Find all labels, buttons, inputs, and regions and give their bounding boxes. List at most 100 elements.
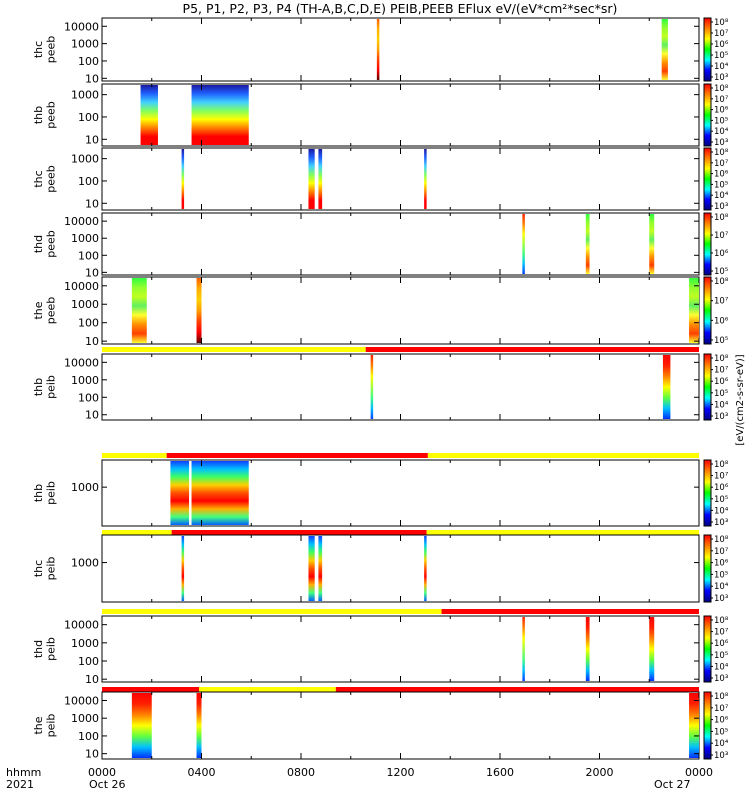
data-burst <box>661 19 668 80</box>
colorbar-tick-label: 10⁸ <box>714 213 729 223</box>
panel-frame <box>101 353 700 421</box>
data-burst <box>689 278 699 343</box>
data-burst <box>181 149 185 209</box>
colorbar-tick-label: 10⁵ <box>714 51 728 61</box>
colorbar-tick-label: 10⁵ <box>714 180 728 190</box>
colorbar-tick-label: 10⁸ <box>714 148 729 158</box>
colorbar-tick-label: 10⁵ <box>714 495 728 505</box>
colorbar-ramp <box>703 615 712 683</box>
colorbar-tick-label: 10⁷ <box>714 366 729 376</box>
colorbar-tick-label: 10⁶ <box>714 40 729 50</box>
colorbar-tick-label: 10⁵ <box>714 116 728 126</box>
colorbar-tick-label: 10³ <box>714 138 728 148</box>
data-burst <box>140 85 158 145</box>
y-tick-label: 10 <box>85 748 99 761</box>
y-tick-label: 1000 <box>71 153 99 166</box>
year-row-label: 2021 <box>6 778 34 791</box>
panel-thd-peeb: 10 100 1000 10000 thdpeeb 10⁵ 10⁶ 10⁷ 10⁸ <box>32 212 729 279</box>
colorbar-unit-label: [eV/(cm2-s-sr-eV)] <box>735 354 746 445</box>
colorbar-ramp <box>703 276 712 345</box>
y-tick-label: 10 <box>85 409 99 422</box>
colorbar-tick-label: 10⁷ <box>714 472 729 482</box>
panel-frame <box>101 615 700 683</box>
panel-ylabel: thcpeeb <box>32 165 58 193</box>
colorbar-ramp <box>703 212 712 276</box>
mode-bar-segment <box>427 453 699 458</box>
y-tick-label: 10000 <box>64 20 99 33</box>
y-tick-label: 10000 <box>64 619 99 632</box>
y-tick-label: 100 <box>78 730 99 743</box>
mode-bar-segment <box>365 347 699 352</box>
mode-bar-segment <box>335 687 699 692</box>
colorbar-tick-label: 10⁶ <box>714 483 729 493</box>
mode-bar-segment <box>102 687 200 692</box>
data-burst <box>424 536 427 601</box>
colorbar-tick-label: 10⁸ <box>714 616 729 626</box>
data-burst <box>689 693 699 758</box>
colorbar-tick-label: 10⁷ <box>714 29 729 39</box>
panel-frame <box>101 691 700 760</box>
mode-bar-segment <box>102 453 167 458</box>
colorbar-tick-label: 10⁷ <box>714 297 729 307</box>
panel-ylabel: thepeeb <box>32 297 58 325</box>
hhmm-row-label: hhmm <box>6 766 41 779</box>
y-tick-label: 10000 <box>64 694 99 707</box>
colorbar-tick-label: 10⁵ <box>714 389 728 399</box>
colorbar-tick-label: 10⁸ <box>714 354 729 364</box>
colorbar-tick-label: 10⁷ <box>714 628 729 638</box>
panel-ylabel: thbpeib <box>32 375 58 399</box>
colorbar-tick-label: 10⁸ <box>714 535 729 545</box>
x-tick-label: 0000 <box>685 766 713 779</box>
y-tick-label: 1000 <box>71 374 99 387</box>
x-tick-label: 1600 <box>486 766 514 779</box>
colorbar-tick-label: 10³ <box>714 594 728 604</box>
panel-ylabel: thbpeeb <box>32 101 58 129</box>
data-burst <box>191 85 249 145</box>
colorbar-tick-label: 10⁴ <box>714 582 729 592</box>
colorbar-tick-label: 10⁵ <box>714 267 728 277</box>
colorbar-tick-label: 10⁸ <box>714 692 729 702</box>
data-burst <box>308 149 315 209</box>
y-tick-label: 1000 <box>71 557 99 570</box>
colorbar-tick-label: 10⁵ <box>714 570 728 580</box>
x-tick-label: 0000 <box>88 766 116 779</box>
colorbar-tick-label: 10⁴ <box>714 662 729 672</box>
mode-bar-segment <box>171 530 427 535</box>
y-tick-label: 10000 <box>64 215 99 228</box>
data-burst <box>649 214 655 274</box>
data-burst <box>376 19 380 80</box>
y-tick-label: 100 <box>78 391 99 404</box>
colorbar-tick-label: 10³ <box>714 751 728 761</box>
y-tick-label: 1000 <box>71 38 99 51</box>
colorbar-tick-label: 10⁴ <box>714 739 729 749</box>
data-burst <box>318 149 323 209</box>
data-burst <box>585 214 590 274</box>
panel-frame <box>101 17 700 82</box>
y-tick-label: 10 <box>85 335 99 348</box>
mode-bar-segment <box>426 530 699 535</box>
chart-title: P5, P1, P2, P3, P4 (TH-A,B,C,D,E) PEIB,P… <box>183 1 618 16</box>
data-burst <box>170 461 190 525</box>
colorbar-tick-label: 10⁵ <box>714 727 728 737</box>
data-burst <box>522 214 525 274</box>
colorbar-tick-label: 10⁷ <box>714 231 729 241</box>
x-tick-label: 0800 <box>287 766 315 779</box>
y-tick-label: 10000 <box>64 280 99 293</box>
data-burst <box>308 536 315 601</box>
colorbar-ramp <box>703 83 712 147</box>
colorbar-tick-label: 10⁴ <box>714 127 729 137</box>
colorbar-tick-label: 10⁶ <box>714 170 729 180</box>
y-tick-label: 100 <box>78 317 99 330</box>
colorbar: 10⁵ 10⁶ 10⁷ 10⁸ <box>703 212 729 277</box>
colorbar-tick-label: 10⁸ <box>714 18 729 28</box>
y-tick-label: 10 <box>85 197 99 210</box>
panel-the-peeb: 10 100 1000 10000 thepeeb 10⁵ 10⁶ 10⁷ 10⁸ <box>32 276 729 348</box>
data-burst <box>522 617 525 681</box>
